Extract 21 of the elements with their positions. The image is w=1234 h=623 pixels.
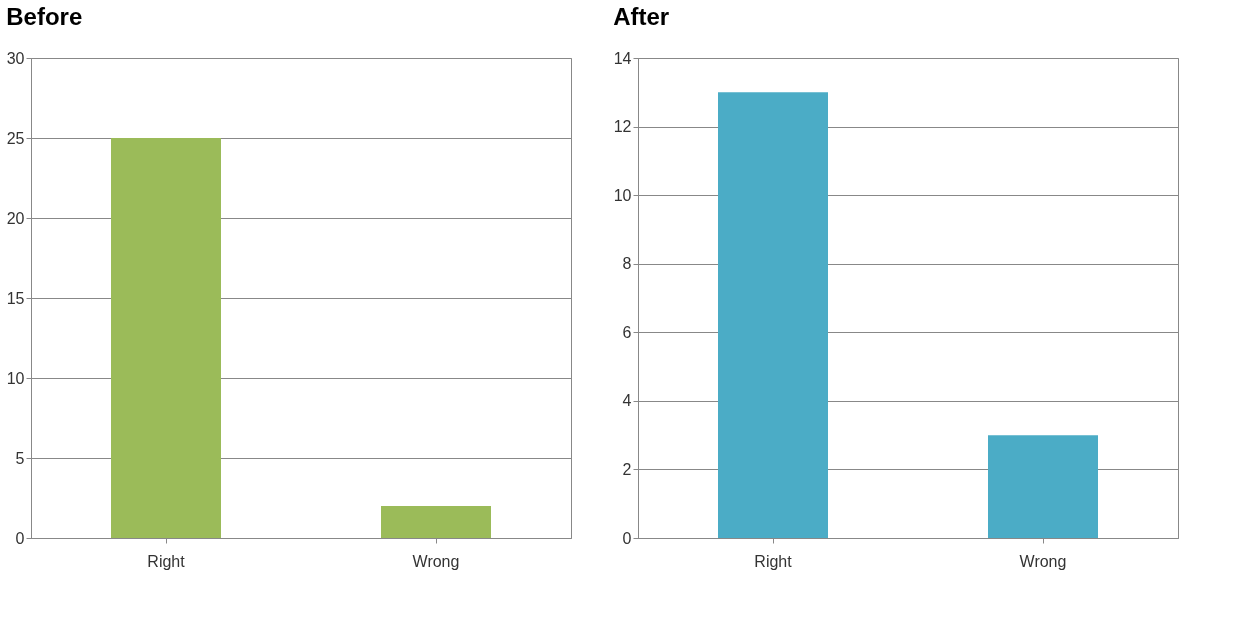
y-tick-label: 12 (613, 118, 632, 136)
y-tick-label: 15 (6, 289, 25, 307)
x-tick-label: Right (754, 552, 793, 570)
y-tick-label: 30 (6, 49, 25, 67)
y-tick-label: 25 (6, 129, 25, 147)
y-tick-label: 20 (6, 209, 25, 227)
y-tick-label: 4 (622, 392, 632, 410)
y-tick-label: 2 (622, 460, 632, 478)
x-tick-label: Wrong (1019, 552, 1067, 570)
y-tick-label: 0 (622, 529, 632, 547)
y-tick-label: 8 (622, 255, 632, 273)
y-tick-label: 10 (613, 186, 632, 204)
y-tick-label: 10 (6, 369, 25, 387)
chart-title: After (613, 3, 670, 30)
x-tick-label: Right (147, 552, 186, 570)
y-tick-label: 5 (15, 449, 25, 467)
y-tick-label: 0 (15, 529, 25, 547)
x-tick-label: Wrong (412, 552, 460, 570)
y-tick-label: 6 (622, 323, 632, 341)
y-tick-label: 14 (613, 49, 632, 67)
chart-title: Before (6, 3, 83, 30)
